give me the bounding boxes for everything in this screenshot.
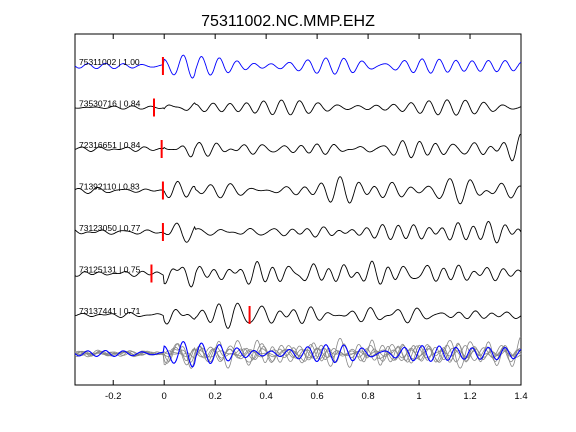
x-tick-label: 1.2 — [463, 391, 476, 402]
trace-label: 73137441 | 0.71 — [79, 306, 141, 316]
trace-line — [74, 302, 522, 329]
trace-line — [74, 133, 522, 162]
trace-line — [74, 260, 522, 288]
trace-label: 73123050 | 0.77 — [79, 223, 141, 233]
x-axis: -0.2 0 0.2 0.4 0.6 0.8 1 1.2 1.4 — [105, 34, 528, 402]
x-tick-label: 0.6 — [311, 391, 324, 402]
trace-label: 75311002 | 1.00 — [79, 57, 140, 67]
x-tick-label: 0.2 — [209, 391, 222, 402]
trace-label: 73125131 | 0.75 — [79, 265, 141, 275]
plot-frame — [74, 33, 522, 386]
chart-title: 75311002.NC.MMP.EHZ — [201, 13, 375, 30]
trace-line — [74, 220, 522, 244]
trace-stack: 75311002 | 1.00 73530716 | 0.84 72316651 |… — [74, 54, 522, 329]
overlay-trace — [74, 338, 522, 369]
overlay-trace — [74, 340, 522, 368]
overlay-trace — [74, 340, 522, 369]
x-tick-label: 0.8 — [361, 391, 374, 402]
trace-line — [74, 99, 522, 116]
x-tick-label: 1 — [416, 391, 421, 402]
overlay-stack — [74, 336, 522, 369]
trace-label: 71392110 | 0.83 — [79, 182, 140, 192]
x-tick-label: -0.2 — [105, 391, 121, 402]
trace-label: 73530716 | 0.84 — [79, 99, 141, 109]
trace-line — [74, 54, 522, 79]
x-tick-label: 0.4 — [260, 391, 273, 402]
trace-line — [74, 176, 522, 205]
trace-label: 72316651 | 0.84 — [79, 140, 141, 150]
x-tick-label: 0 — [162, 391, 167, 402]
x-tick-label: 1.4 — [514, 391, 527, 402]
